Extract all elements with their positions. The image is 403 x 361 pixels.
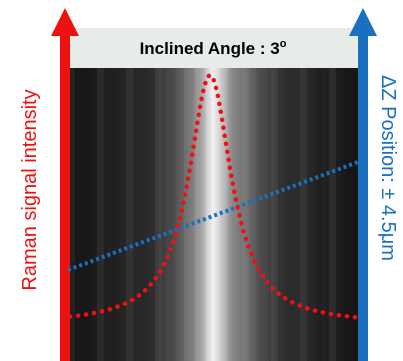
stripe [83,68,90,361]
title-superscript: o [280,38,287,50]
stripe [155,68,162,361]
stripe [199,68,206,361]
right-arrow-head [349,8,377,36]
stripe [170,68,177,361]
left-arrow-head [51,8,79,36]
stripe [141,68,148,361]
stripe [184,68,191,361]
stripe [228,68,235,361]
right-axis-label: ΔZ Position: ± 4.5μm [377,75,399,261]
left-arrow-shaft [60,34,70,361]
stripe [315,68,322,361]
right-arrow-shaft [358,34,368,361]
stripe [300,68,307,361]
left-axis-label: Raman signal intensity [19,89,41,290]
stripe [97,68,104,361]
title: Inclined Angle : 3o [140,38,287,58]
title-text: Inclined Angle : 3 [140,39,280,58]
stripe [257,68,264,361]
stripe [112,68,119,361]
stripe [242,68,249,361]
stripe [329,68,336,361]
figure: Inclined Angle : 3o Raman signal intensi… [0,0,403,361]
stripe [286,68,293,361]
stripe [271,68,278,361]
page: Inclined Angle : 3o Raman signal intensi… [0,0,403,361]
stripe [126,68,133,361]
